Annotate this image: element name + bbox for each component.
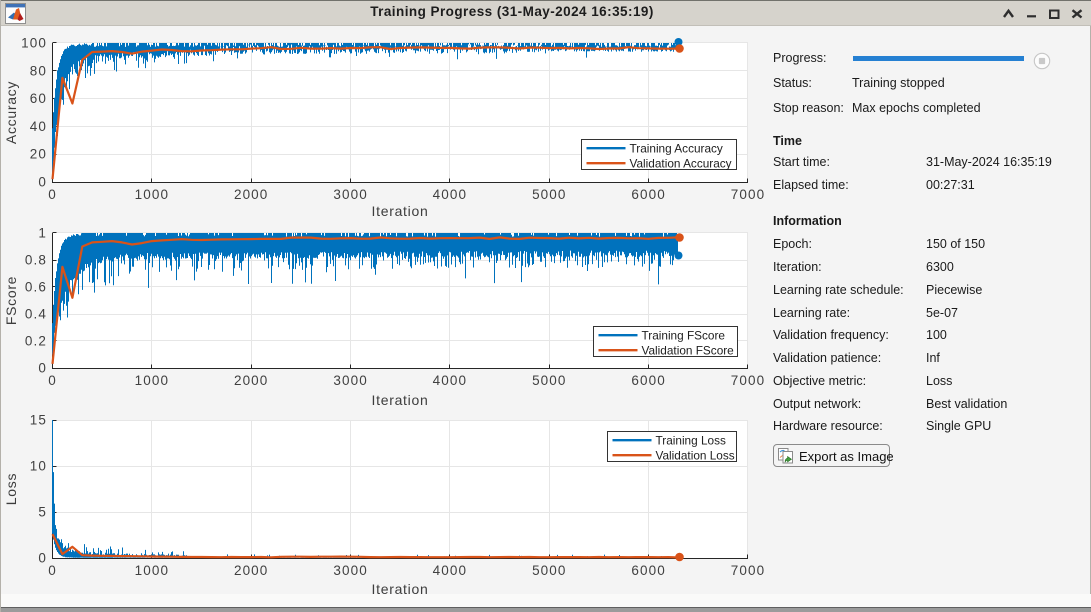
svg-text:2000: 2000 — [234, 563, 268, 578]
svg-text:5000: 5000 — [532, 373, 566, 388]
svg-text:4000: 4000 — [433, 187, 467, 202]
svg-text:5000: 5000 — [532, 187, 566, 202]
svg-text:7000: 7000 — [731, 187, 764, 202]
svg-text:0: 0 — [48, 187, 57, 202]
svg-text:Training FScore: Training FScore — [642, 329, 726, 343]
svg-text:60: 60 — [30, 91, 47, 106]
svg-text:0: 0 — [38, 551, 47, 566]
svg-text:Training Accuracy: Training Accuracy — [630, 142, 723, 156]
svg-text:100: 100 — [21, 36, 47, 51]
svg-text:Training Loss: Training Loss — [656, 434, 726, 448]
svg-text:0.6: 0.6 — [25, 280, 47, 295]
svg-text:FScore: FScore — [3, 276, 19, 325]
svg-text:7000: 7000 — [731, 563, 764, 578]
svg-text:0.8: 0.8 — [25, 253, 47, 268]
svg-text:3000: 3000 — [333, 187, 367, 202]
svg-text:Loss: Loss — [3, 473, 19, 505]
svg-text:0.2: 0.2 — [25, 334, 47, 349]
svg-text:Iteration: Iteration — [372, 581, 429, 597]
svg-text:4000: 4000 — [433, 373, 467, 388]
svg-text:Validation Loss: Validation Loss — [656, 449, 735, 463]
svg-text:1000: 1000 — [135, 187, 169, 202]
svg-text:15: 15 — [30, 413, 47, 428]
svg-text:0: 0 — [38, 175, 47, 190]
svg-text:5000: 5000 — [532, 563, 566, 578]
svg-text:6000: 6000 — [631, 373, 665, 388]
svg-text:0: 0 — [48, 373, 57, 388]
svg-text:6000: 6000 — [631, 563, 665, 578]
svg-text:2000: 2000 — [234, 187, 268, 202]
svg-text:Iteration: Iteration — [372, 203, 429, 219]
svg-text:3000: 3000 — [333, 563, 367, 578]
svg-text:5: 5 — [38, 505, 47, 520]
svg-text:7000: 7000 — [731, 373, 764, 388]
svg-text:1000: 1000 — [135, 373, 169, 388]
svg-text:6000: 6000 — [631, 187, 665, 202]
svg-text:0: 0 — [38, 361, 47, 376]
svg-text:Iteration: Iteration — [372, 392, 429, 408]
svg-text:Validation FScore: Validation FScore — [642, 344, 735, 358]
svg-text:1: 1 — [38, 226, 47, 241]
svg-text:Validation Accuracy: Validation Accuracy — [630, 157, 732, 171]
svg-text:10: 10 — [30, 459, 47, 474]
svg-text:1000: 1000 — [135, 563, 169, 578]
svg-text:2000: 2000 — [234, 373, 268, 388]
svg-text:0.4: 0.4 — [25, 307, 47, 322]
svg-text:80: 80 — [30, 63, 47, 78]
svg-text:Accuracy: Accuracy — [3, 81, 19, 144]
svg-text:4000: 4000 — [433, 563, 467, 578]
svg-text:40: 40 — [30, 119, 47, 134]
svg-text:0: 0 — [48, 563, 57, 578]
svg-text:3000: 3000 — [333, 373, 367, 388]
svg-text:20: 20 — [30, 147, 47, 162]
